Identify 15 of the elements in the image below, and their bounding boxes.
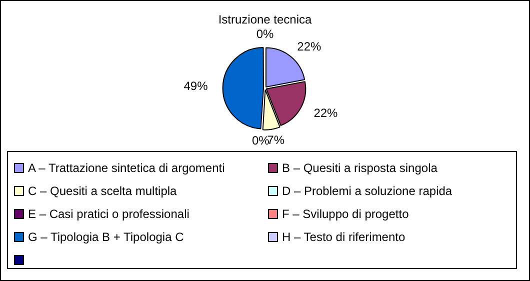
data-label: 22% bbox=[297, 39, 322, 54]
legend-label: B – Quesiti a risposta singola bbox=[282, 160, 438, 174]
data-label: 22% bbox=[314, 106, 338, 120]
legend-label: G – Tipologia B + Tipologia C bbox=[28, 230, 184, 244]
legend-label: H – Testo di riferimento bbox=[282, 230, 406, 244]
text: 0% bbox=[252, 134, 270, 148]
legend-label: E – Casi pratici o professionali bbox=[28, 206, 190, 220]
legend-label: A – Trattazione sintetica di argomenti bbox=[28, 160, 225, 174]
text: 0% bbox=[256, 27, 274, 42]
legend-label: C – Quesiti a scelta multipla bbox=[28, 184, 177, 198]
data-label: 7% bbox=[267, 133, 285, 148]
legend-label: F – Sviluppo di progetto bbox=[282, 206, 409, 220]
data-label: 49% bbox=[184, 78, 208, 93]
chart-title: Istruzione tecnica bbox=[218, 12, 312, 27]
legend-label: D – Problemi a soluzione rapida bbox=[282, 184, 452, 198]
